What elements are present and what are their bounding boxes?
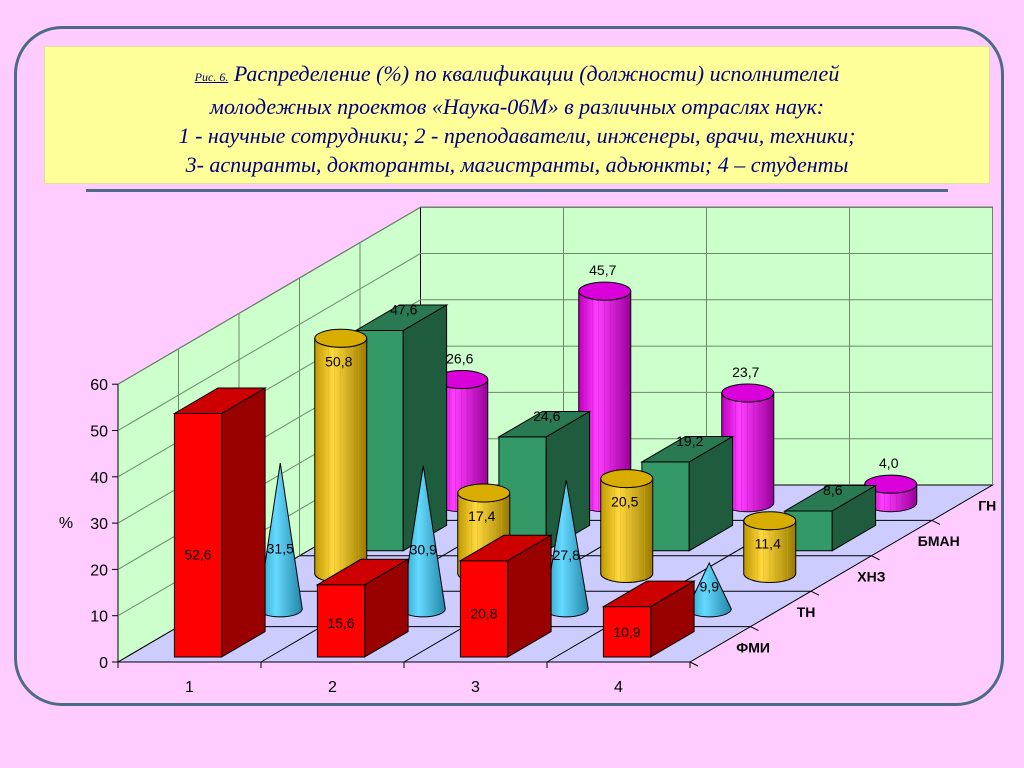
bar-side bbox=[221, 387, 266, 658]
bar-top bbox=[458, 534, 553, 562]
x-tick-label: 2 bbox=[328, 679, 337, 696]
depth-label: ТН bbox=[797, 604, 816, 620]
cylinder-top bbox=[457, 483, 511, 503]
bar-top bbox=[783, 485, 878, 512]
bar-top bbox=[601, 580, 696, 608]
depth-label: БМАН bbox=[918, 533, 960, 549]
caption-underline bbox=[86, 189, 948, 192]
data-label: 4,0 bbox=[879, 455, 899, 471]
caption-line-4: 3- аспиранты, докторанты, магистранты, а… bbox=[185, 152, 849, 177]
x-tick-label: 3 bbox=[471, 679, 480, 696]
y-tick-label: 0 bbox=[99, 655, 108, 672]
data-label: 24,6 bbox=[533, 408, 560, 424]
bar-top bbox=[497, 411, 592, 438]
x-tick-label: 4 bbox=[614, 679, 623, 696]
caption-line-1: Рис. 6. Распределение (%) по квалификаци… bbox=[45, 59, 989, 92]
x-tick-label: 1 bbox=[185, 679, 194, 696]
cylinder-top bbox=[743, 511, 797, 531]
caption-line-3: 1 - научные сотрудники; 2 - преподавател… bbox=[178, 123, 856, 148]
data-label: 8,6 bbox=[823, 482, 843, 498]
y-tick-label: 30 bbox=[90, 516, 108, 533]
depth-tick bbox=[931, 519, 941, 525]
data-label: 17,4 bbox=[468, 508, 495, 524]
data-label: 20,5 bbox=[611, 494, 638, 510]
cylinder-top bbox=[600, 469, 654, 489]
data-label: 15,6 bbox=[327, 615, 354, 631]
bar-top bbox=[354, 304, 449, 331]
caption-title: Распределение (%) по квалификации (должн… bbox=[233, 61, 840, 86]
y-tick-label: 50 bbox=[90, 424, 108, 441]
data-label: 26,6 bbox=[446, 351, 473, 367]
depth-tick bbox=[689, 661, 699, 667]
slide-frame bbox=[14, 26, 1004, 706]
figure-label: Рис. 6. bbox=[194, 70, 229, 84]
data-label: 10,9 bbox=[613, 624, 640, 640]
gridline-h bbox=[117, 253, 993, 431]
depth-label: ФМИ bbox=[736, 639, 770, 655]
cylinder-top bbox=[578, 281, 632, 301]
data-label: 9,9 bbox=[700, 578, 720, 594]
data-label: 52,6 bbox=[184, 547, 211, 563]
bar-box bbox=[173, 413, 223, 658]
y-tick-label: 10 bbox=[90, 609, 108, 626]
y-tick-label: 60 bbox=[90, 377, 108, 394]
y-tick-label: 20 bbox=[90, 562, 108, 579]
data-label: 11,4 bbox=[755, 536, 781, 552]
data-label: 47,6 bbox=[390, 301, 417, 317]
y-axis-label: % bbox=[59, 515, 73, 532]
depth-tick bbox=[871, 555, 880, 561]
bar-top bbox=[315, 558, 410, 586]
data-label: 31,5 bbox=[267, 540, 294, 556]
cylinder-top bbox=[721, 383, 775, 403]
data-label: 50,8 bbox=[325, 353, 352, 369]
gridline-h bbox=[117, 206, 993, 385]
cylinder-top bbox=[314, 328, 368, 348]
data-label: 23,7 bbox=[732, 364, 759, 380]
data-label: 30,9 bbox=[410, 542, 437, 558]
bar-top bbox=[172, 387, 267, 414]
depth-tick bbox=[750, 626, 759, 632]
depth-label: ХНЗ bbox=[857, 569, 885, 585]
y-tick-label: 40 bbox=[90, 470, 108, 487]
data-label: 27,8 bbox=[553, 547, 580, 563]
data-label: 19,2 bbox=[676, 433, 703, 449]
depth-label: ГН bbox=[978, 498, 996, 514]
chart-caption: Рис. 6. Распределение (%) по квалификаци… bbox=[44, 46, 990, 184]
data-label: 20,8 bbox=[470, 606, 497, 622]
data-label: 45,7 bbox=[589, 262, 616, 278]
caption-line-2: молодежных проектов «Наука-06М» в различ… bbox=[209, 94, 825, 119]
bar-top bbox=[640, 436, 735, 463]
depth-tick bbox=[810, 590, 820, 596]
cylinder-top bbox=[864, 474, 918, 494]
